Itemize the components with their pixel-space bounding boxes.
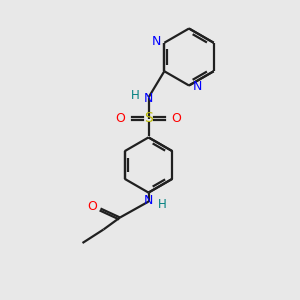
Text: O: O	[116, 112, 125, 125]
Text: H: H	[131, 88, 140, 102]
Text: N: N	[144, 92, 153, 105]
Text: N: N	[193, 80, 202, 94]
Text: S: S	[144, 112, 153, 125]
Text: N: N	[144, 194, 153, 208]
Text: H: H	[158, 197, 167, 211]
Text: O: O	[172, 112, 182, 125]
Text: O: O	[88, 200, 98, 214]
Text: N: N	[151, 35, 161, 48]
